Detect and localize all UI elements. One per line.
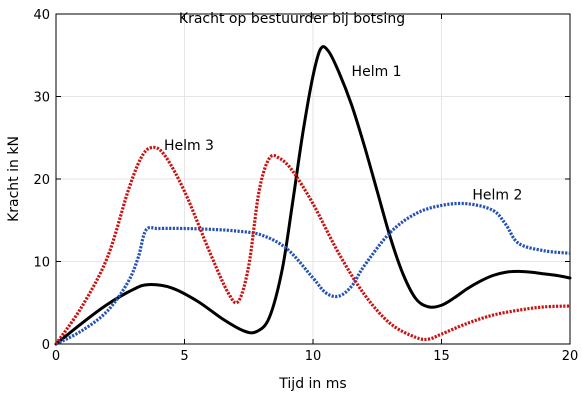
chart-title: Kracht op bestuurder bij botsing bbox=[179, 11, 405, 27]
series-line-2 bbox=[55, 201, 571, 346]
x-tick-label: 5 bbox=[180, 349, 188, 364]
y-tick-label: 30 bbox=[33, 91, 50, 106]
y-axis-title: Kracht in kN bbox=[6, 136, 22, 222]
y-tick-label: 40 bbox=[33, 8, 50, 23]
series-lines bbox=[54, 45, 572, 346]
series-line-1 bbox=[54, 45, 572, 346]
labels: 0 5 10 15 20 0 10 20 30 40 Helm 1 Helm 2 Helm 3 Krach… bbox=[6, 8, 578, 392]
series-label-3: Helm 3 bbox=[164, 138, 214, 154]
series-line-3 bbox=[54, 145, 571, 345]
y-tick-label: 10 bbox=[33, 256, 50, 271]
x-tick-label: 10 bbox=[305, 349, 322, 364]
x-axis-title: Tijd in ms bbox=[278, 376, 346, 392]
y-tick-label: 20 bbox=[33, 173, 50, 188]
series-label-2: Helm 2 bbox=[472, 188, 522, 204]
y-tick-label: 0 bbox=[42, 338, 50, 353]
series-label-1: Helm 1 bbox=[352, 64, 402, 80]
axes bbox=[55, 13, 571, 345]
grid bbox=[56, 14, 570, 344]
x-tick-label: 15 bbox=[433, 349, 450, 364]
x-tick-label: 20 bbox=[562, 349, 579, 364]
x-tick-label: 0 bbox=[52, 349, 60, 364]
